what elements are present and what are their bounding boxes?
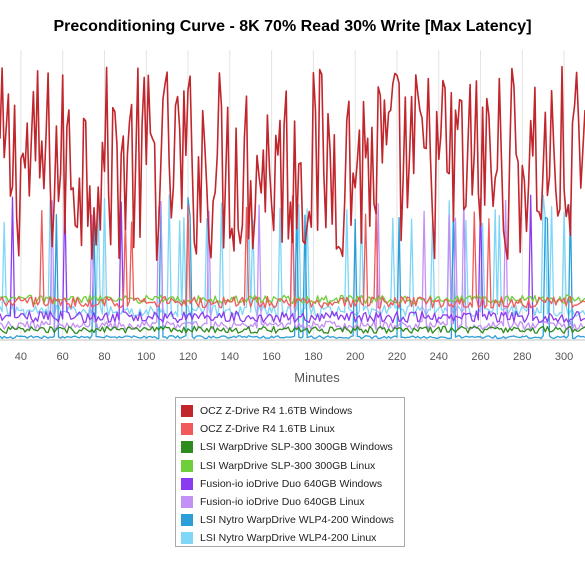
legend-label: OCZ Z-Drive R4 1.6TB Linux [200, 423, 335, 436]
legend-swatch [181, 405, 193, 418]
x-tick-label: 180 [304, 351, 322, 363]
legend-label: LSI WarpDrive SLP-300 300GB Windows [200, 441, 393, 454]
line-chart: 40 60 80 100 120 140 160 180 200 220 240 260 280 300 … [0, 50, 585, 385]
series-layer [0, 65, 585, 340]
x-tick-label: 60 [57, 351, 69, 363]
legend-item[interactable]: Fusion-io ioDrive Duo 640GB Windows [181, 475, 404, 493]
legend-item[interactable]: LSI WarpDrive SLP-300 300GB Linux [181, 457, 404, 475]
legend-item[interactable]: Fusion-io ioDrive Duo 640GB Linux [181, 493, 404, 511]
x-tick-label: 280 [513, 351, 531, 363]
legend-label: Fusion-io ioDrive Duo 640GB Linux [200, 496, 365, 509]
x-axis-title: Minutes [294, 370, 340, 385]
legend-swatch [181, 423, 193, 436]
legend-item[interactable]: OCZ Z-Drive R4 1.6TB Linux [181, 420, 404, 438]
legend-swatch [181, 496, 193, 509]
legend-label: LSI Nytro WarpDrive WLP4-200 Linux [200, 532, 377, 545]
x-tick-label: 200 [346, 351, 364, 363]
series-line-4 [0, 194, 585, 324]
x-tick-label: 40 [15, 351, 27, 363]
x-tick-label: 140 [221, 351, 239, 363]
chart-title: Preconditioning Curve - 8K 70% Read 30% … [53, 18, 532, 35]
legend: OCZ Z-Drive R4 1.6TB Windows OCZ Z-Drive … [175, 397, 405, 547]
legend-label: LSI WarpDrive SLP-300 300GB Linux [200, 459, 376, 472]
x-axis-ticks: 40 60 80 100 120 140 160 180 200 220 240 260 280 300 [15, 351, 574, 363]
legend-item[interactable]: LSI Nytro WarpDrive WLP4-200 Windows [181, 511, 404, 529]
series-line-0 [0, 65, 585, 262]
legend-swatch [181, 441, 193, 454]
x-tick-label: 120 [179, 351, 197, 363]
x-tick-label: 100 [137, 351, 155, 363]
series-line-1 [0, 195, 585, 309]
x-tick-label: 300 [555, 351, 573, 363]
legend-swatch [181, 514, 193, 527]
x-tick-label: 220 [388, 351, 406, 363]
legend-item[interactable]: OCZ Z-Drive R4 1.6TB Windows [181, 402, 404, 420]
legend-label: LSI Nytro WarpDrive WLP4-200 Windows [200, 514, 394, 527]
x-tick-label: 80 [98, 351, 110, 363]
series-line-6 [0, 197, 585, 340]
legend-swatch [181, 459, 193, 472]
x-tick-label: 240 [430, 351, 448, 363]
legend-label: OCZ Z-Drive R4 1.6TB Windows [200, 405, 353, 418]
legend-item[interactable]: LSI Nytro WarpDrive WLP4-200 Linux [181, 529, 404, 547]
x-tick-label: 260 [471, 351, 489, 363]
legend-item[interactable]: LSI WarpDrive SLP-300 300GB Windows [181, 438, 404, 456]
legend-swatch [181, 532, 193, 545]
legend-swatch [181, 477, 193, 490]
x-tick-label: 160 [262, 351, 280, 363]
legend-label: Fusion-io ioDrive Duo 640GB Windows [200, 477, 383, 490]
series-line-2 [0, 325, 585, 334]
